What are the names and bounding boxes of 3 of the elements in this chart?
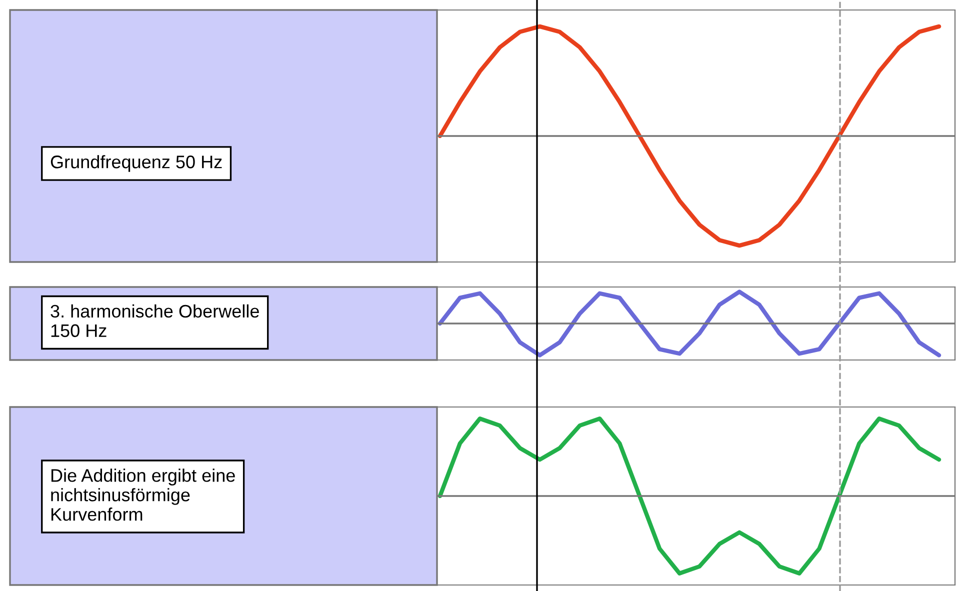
- text: Grundfrequenz 50 Hz: [50, 155, 222, 172]
- text: Die Addition ergibt eine nichtsinusförmige Kurvenform: [51, 468, 235, 521]
- text: 3. harmonische Oberwelle 150 Hz: [50, 304, 259, 338]
